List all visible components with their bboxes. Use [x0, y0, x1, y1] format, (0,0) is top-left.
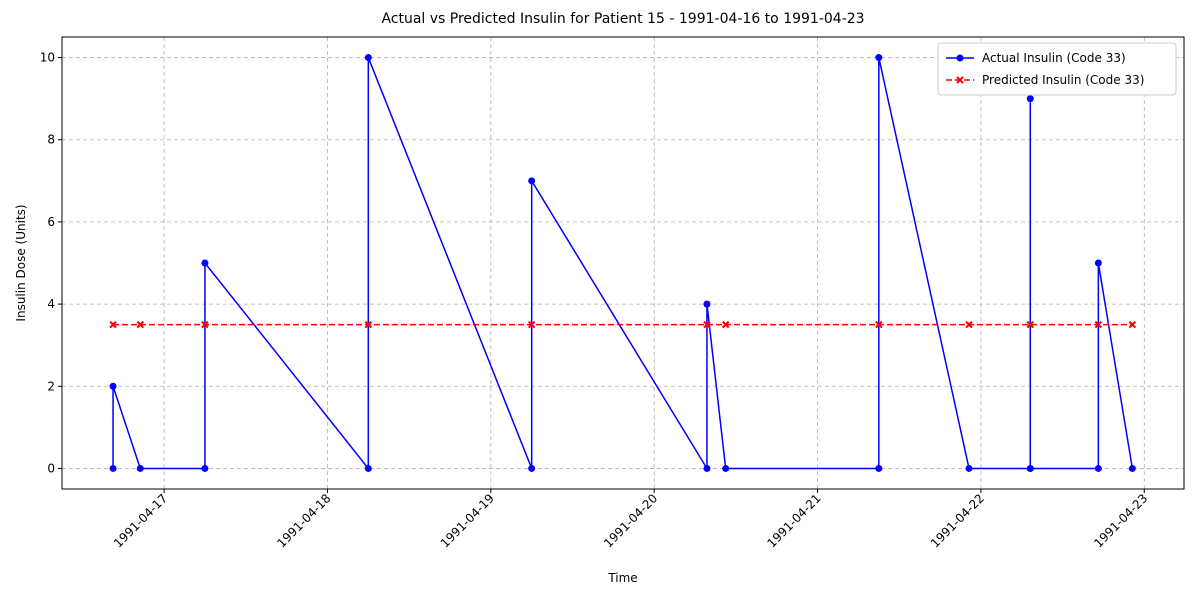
point — [703, 320, 711, 329]
point — [1094, 320, 1103, 329]
point — [875, 54, 883, 62]
point — [1094, 259, 1102, 267]
point — [1128, 320, 1137, 329]
chart-title: Actual vs Predicted Insulin for Patient … — [381, 11, 864, 27]
point — [703, 300, 711, 308]
point — [364, 54, 372, 62]
x-tick-label: 1991-04-18 — [274, 491, 333, 550]
point-shape — [109, 320, 117, 329]
point — [1128, 464, 1136, 472]
y-tick-label: 10 — [40, 51, 55, 65]
point — [136, 320, 144, 329]
legend: Actual Insulin (Code 33) Predicted Insuli… — [937, 42, 1177, 96]
y-tick-label: 2 — [47, 379, 55, 393]
legend-marker — [956, 76, 964, 84]
point — [527, 320, 536, 329]
y-axis-label: Insulin Dose (Units) — [14, 204, 28, 321]
point — [201, 320, 209, 329]
point-shape — [875, 320, 883, 329]
legend-box — [937, 42, 1177, 96]
point-shape — [136, 320, 144, 329]
point — [528, 464, 536, 472]
point-shape — [364, 320, 373, 329]
point-shape — [1094, 320, 1103, 329]
point — [722, 464, 730, 472]
point — [1094, 464, 1102, 472]
point — [109, 464, 117, 472]
point — [1026, 464, 1034, 472]
y-tick-label: 6 — [47, 215, 55, 229]
point-shape — [721, 320, 730, 329]
point-shape — [201, 320, 209, 329]
point — [136, 464, 144, 472]
x-tick-label: 1991-04-22 — [928, 491, 987, 550]
point — [109, 320, 117, 329]
x-tick-label: 1991-04-23 — [1091, 491, 1150, 550]
point — [703, 464, 711, 472]
plot-frame — [61, 36, 1185, 490]
point — [875, 320, 883, 329]
legend-marker — [956, 54, 964, 62]
x-tick-label: 1991-04-20 — [601, 491, 660, 550]
point — [201, 259, 209, 267]
point — [201, 464, 209, 472]
point — [364, 464, 372, 472]
point-shape — [703, 320, 711, 329]
x-tick-label: 1991-04-17 — [111, 491, 170, 550]
point — [1026, 95, 1034, 103]
point — [364, 320, 373, 329]
point — [875, 464, 883, 472]
point — [109, 382, 117, 390]
point — [965, 320, 973, 329]
point — [528, 177, 536, 185]
legend-label: Actual Insulin (Code 33) — [982, 51, 1126, 65]
x-tick-label: 1991-04-21 — [764, 491, 823, 550]
point-shape — [1128, 320, 1137, 329]
legend-label: Predicted Insulin (Code 33) — [982, 73, 1144, 87]
x-axis-label: Time — [607, 571, 637, 585]
x-tick-label: 1991-04-19 — [438, 491, 497, 550]
point — [1026, 320, 1034, 329]
point — [965, 464, 973, 472]
point-shape — [965, 320, 973, 329]
y-tick-label: 0 — [47, 461, 55, 475]
point-shape — [1026, 320, 1034, 329]
point — [721, 320, 730, 329]
y-tick-label: 4 — [47, 297, 55, 311]
series-line — [112, 57, 1134, 472]
point-shape — [527, 320, 536, 329]
y-tick-label: 8 — [47, 133, 55, 147]
